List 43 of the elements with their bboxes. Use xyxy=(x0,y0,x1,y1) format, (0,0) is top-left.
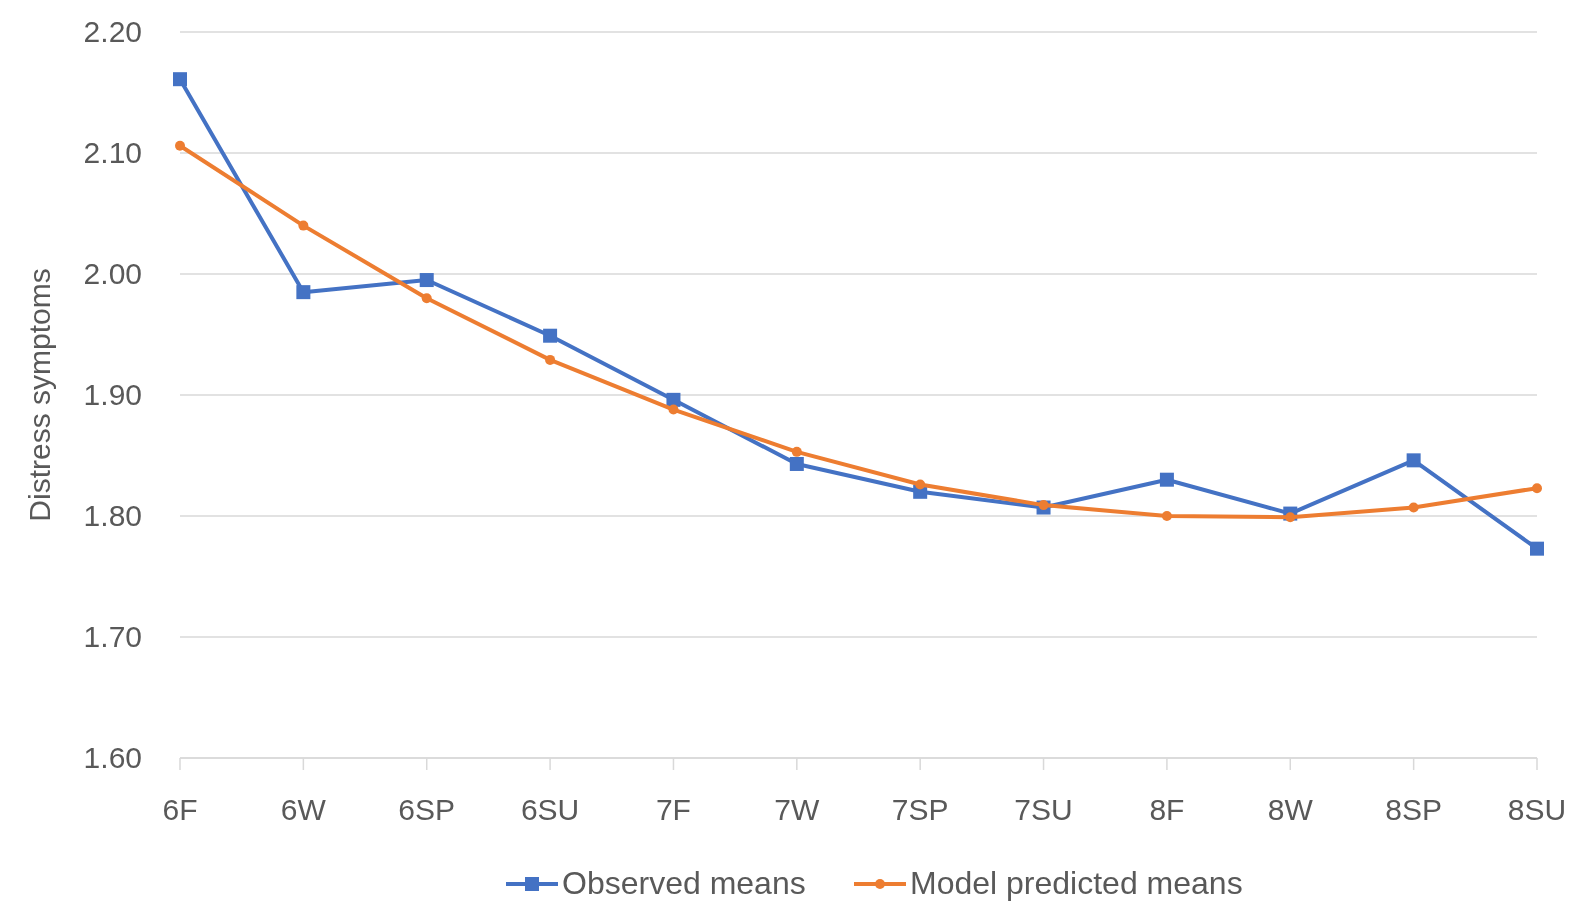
point xyxy=(1530,541,1544,556)
point xyxy=(1159,472,1174,487)
y-tick-label: 2.20 xyxy=(83,15,142,48)
y-tick-label: 2.10 xyxy=(83,136,142,169)
point xyxy=(296,285,311,300)
point xyxy=(1285,512,1296,523)
x-tick-label: 6SP xyxy=(398,793,456,826)
x-tick-label: 6W xyxy=(280,793,327,826)
point xyxy=(545,354,556,365)
x-tick-label: 7SP xyxy=(891,793,949,826)
point xyxy=(789,456,804,471)
point xyxy=(1038,500,1049,511)
point xyxy=(298,220,309,231)
point xyxy=(543,328,558,343)
y-tick-label: 1.70 xyxy=(83,620,142,653)
x-tick-label: 8W xyxy=(1267,793,1314,826)
point xyxy=(668,404,679,415)
point xyxy=(915,479,926,490)
x-tick-label: 8SP xyxy=(1385,793,1442,826)
x-tick-label: 7F xyxy=(655,793,691,826)
y-tick-label: 2.00 xyxy=(83,257,142,290)
point xyxy=(666,392,681,407)
x-tick-label: 8F xyxy=(1149,793,1185,826)
x-tick-label: 7W xyxy=(774,793,820,826)
x-tick-label: 6SU xyxy=(520,793,580,826)
point xyxy=(175,140,185,151)
y-tick-label: 1.80 xyxy=(83,499,142,532)
point xyxy=(791,446,802,457)
x-tick-label: 6F xyxy=(162,793,198,826)
point xyxy=(1406,453,1421,468)
point xyxy=(173,72,187,87)
point xyxy=(419,273,434,288)
point xyxy=(1532,483,1542,494)
legend-label: Model predicted means xyxy=(910,865,1243,901)
point xyxy=(1161,511,1172,521)
x-tick-label: 7SU xyxy=(1014,793,1073,826)
point xyxy=(1408,502,1419,513)
y-tick-label: 1.60 xyxy=(83,741,142,774)
legend-label: Observed means xyxy=(562,865,806,901)
y-axis-title: Distress symptoms xyxy=(23,268,56,522)
x-tick-label: 8SU xyxy=(1507,793,1567,826)
y-tick-label: 1.90 xyxy=(83,378,142,411)
point xyxy=(421,293,432,304)
